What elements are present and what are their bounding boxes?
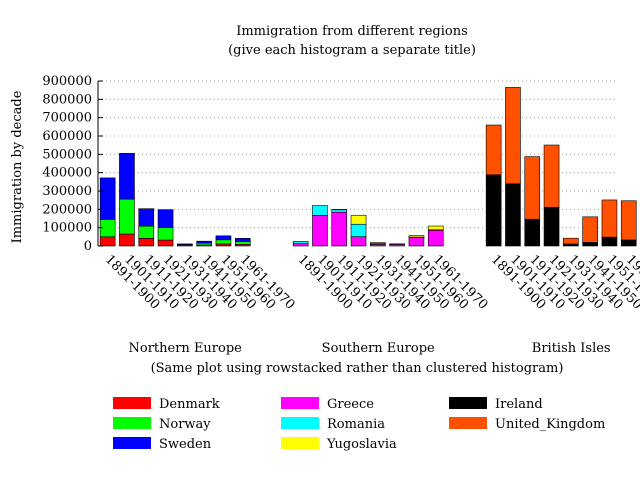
legend-label: Greece [327,397,374,412]
bar-ireland-1901-1910 [505,183,521,247]
legend-swatch [113,437,151,449]
bar-sweden-1891-1900 [99,177,116,220]
bar-ireland-1921-1930 [543,206,560,247]
bar-ireland-1891-1900 [485,174,502,247]
legend-swatch [281,417,319,429]
bar-sweden-1901-1910 [119,153,135,200]
y-tick-label: 900000 [42,74,92,89]
y-tick-label: 500000 [42,147,92,162]
chart-title: Immigration from different regions [236,24,468,39]
y-tick-label: 200000 [42,202,92,217]
bar-greece-1921-1930 [350,236,367,247]
y-axis-label: Immigration by decade [10,90,25,243]
legend-swatch [113,417,151,429]
bar-romania-1901-1910 [312,205,328,216]
bar-yugoslavia-1951-1960 [408,235,425,238]
y-tick-label: 100000 [42,221,92,236]
group-label: Southern Europe [322,341,435,356]
bar-greece-1911-1920 [331,211,348,247]
bar-united-kingdom-1911-1920 [524,156,541,220]
bar-sweden-1931-1940 [177,243,193,245]
y-tick-label: 700000 [42,111,92,126]
bar-united-kingdom-1891-1900 [485,124,502,176]
bar-yugoslavia-1961-1970 [427,225,444,231]
bar-united-kingdom-1941-1950 [582,216,598,243]
axes [97,80,103,247]
bar-united-kingdom-1951-1960 [601,199,618,238]
bar-norway-1901-1910 [119,198,135,235]
bar-norway-1951-1960 [215,239,232,245]
legend-swatch [449,417,487,429]
bar-denmark-1891-1900 [99,236,116,247]
legend-swatch [281,437,319,449]
bar-ireland-1931-1940 [563,243,579,247]
bar-yugoslavia-1931-1940 [370,242,386,244]
y-tick-label: 300000 [42,184,92,199]
legend-label: Yugoslavia [326,437,397,452]
bar-greece-1891-1900 [292,243,309,247]
group-label: Northern Europe [129,341,243,356]
bar-romania-1921-1930 [350,223,367,237]
footnote: (Same plot using rowstacked rather than … [151,361,564,376]
bar-sweden-1941-1950 [196,240,212,244]
bar-romania-1911-1920 [331,209,348,213]
legend-label: Ireland [495,397,543,412]
bar-denmark-1911-1920 [138,238,155,247]
bar-greece-1951-1960 [408,236,425,247]
bar-romania-1891-1900 [292,241,309,244]
legend-label: Norway [159,417,211,432]
bar-sweden-1911-1920 [138,208,155,227]
bar-united-kingdom-1921-1930 [543,144,560,208]
legend-swatch [449,397,487,409]
bars [99,87,637,247]
y-tick-label: 800000 [42,92,92,107]
legend: Denmark Norway Sweden Greece Romania Yugoslav… [113,397,605,452]
bar-denmark-1921-1930 [157,239,174,247]
bar-greece-1901-1910 [312,214,328,247]
bar-united-kingdom-1931-1940 [563,237,579,245]
y-tick-label: 400000 [42,166,92,181]
y-tick-label: 0 [84,239,92,254]
bar-yugoslavia-1921-1930 [350,214,367,225]
bar-ireland-1911-1920 [524,218,541,247]
y-tick-label: 600000 [42,129,92,144]
legend-label: Denmark [159,397,220,412]
tick-labels: 0 100000 200000 300000 400000 500000 600000 700… [42,74,640,356]
legend-label: Sweden [159,437,212,452]
bar-greece-1961-1970 [427,229,444,247]
legend-swatch [281,397,319,409]
group-label: British Isles [532,341,611,356]
legend-label: United_Kingdom [495,417,605,432]
bar-sweden-1951-1960 [215,235,232,241]
bar-denmark-1951-1960 [215,243,232,247]
bar-norway-1911-1920 [138,225,155,239]
bar-norway-1921-1930 [157,227,174,241]
bar-sweden-1961-1970 [234,238,251,242]
bar-sweden-1921-1930 [157,209,174,228]
bar-ireland-1951-1960 [601,236,618,247]
legend-swatch [113,397,151,409]
bar-ireland-1941-1950 [582,242,598,247]
bar-norway-1961-1970 [234,241,251,245]
chart-subtitle: (give each histogram a separate title) [228,43,476,58]
bar-ireland-1961-1970 [620,239,637,247]
bar-united-kingdom-1901-1910 [505,87,521,185]
bar-united-kingdom-1961-1970 [620,200,637,241]
legend-label: Romania [327,417,385,432]
bar-denmark-1901-1910 [119,233,135,247]
